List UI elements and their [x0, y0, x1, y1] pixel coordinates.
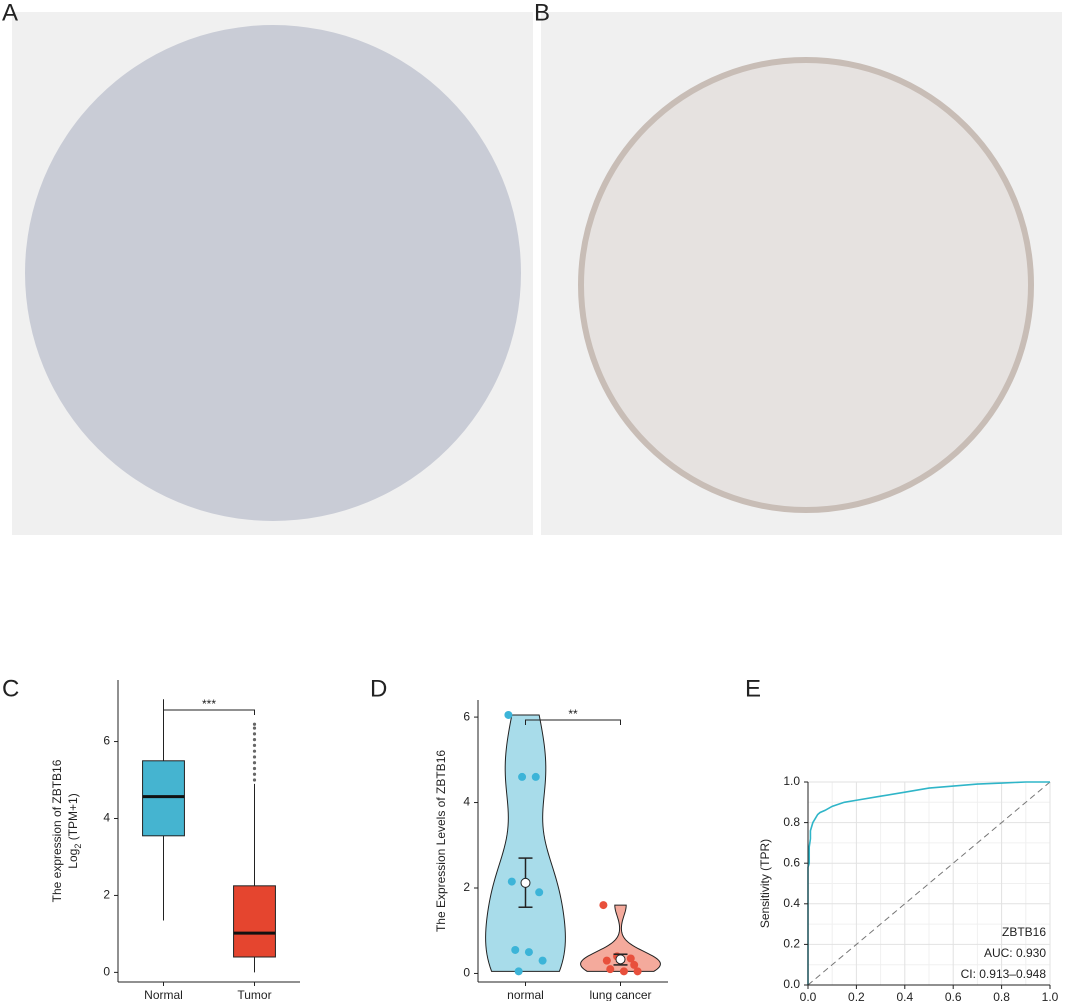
data-point [531, 772, 540, 781]
y-tick-label: 4 [463, 795, 470, 809]
y-tick-label: 0.0 [783, 977, 800, 991]
y-tick-label: 1.0 [783, 774, 800, 788]
x-tick-label: 1.0 [1042, 990, 1059, 1001]
y-axis-label: The expression of ZBTB16 [50, 759, 64, 902]
y-tick-label: 0.6 [783, 855, 800, 869]
significance-label: *** [202, 697, 216, 711]
y-tick-label: 2 [463, 880, 470, 894]
outlier [252, 743, 257, 748]
y-tick-label: 0.2 [783, 937, 800, 951]
x-tick-label: Tumor [237, 988, 271, 1001]
data-point [535, 888, 544, 897]
label-part: (TPM+1) [66, 793, 80, 843]
outlier [252, 755, 257, 759]
data-point [518, 772, 527, 781]
outlier [252, 722, 257, 726]
y-axis-label: Log2 (TPM+1) [66, 793, 83, 868]
outlier [252, 761, 257, 765]
y-tick-label: 0 [103, 965, 110, 979]
x-tick-label: 0.6 [945, 990, 962, 1001]
panel-label: D [370, 675, 387, 702]
box [142, 760, 185, 837]
outlier [252, 778, 257, 782]
annotation: AUC: 0.930 [984, 946, 1046, 960]
y-tick-label: 6 [103, 734, 110, 748]
data-point [524, 948, 533, 957]
violin [580, 904, 661, 972]
data-point [633, 967, 642, 976]
outlier [252, 738, 257, 742]
x-tick-label: normal [507, 988, 544, 1001]
x-tick-label: Normal [144, 988, 183, 1001]
significance-bracket [525, 719, 621, 725]
outlier [252, 766, 257, 771]
data-point [606, 965, 615, 974]
mean [615, 954, 626, 965]
tissue-core [578, 57, 1034, 513]
significance-label: ** [568, 707, 578, 721]
y-tick-label: 0.4 [783, 896, 800, 910]
y-axis-label: Sensitivity (TPR) [758, 839, 772, 928]
data-point [602, 956, 611, 965]
x-tick-label: 0.8 [993, 990, 1010, 1001]
data-point [504, 710, 513, 719]
significance-bracket [163, 709, 255, 715]
outlier [252, 749, 257, 753]
label-part: Log [66, 849, 80, 869]
mean [520, 877, 531, 888]
data-point [511, 945, 520, 954]
violin [485, 714, 566, 972]
box [233, 885, 276, 958]
panel-label: C [2, 675, 19, 702]
y-tick-label: 4 [103, 811, 110, 825]
annotation: CI: 0.913–0.948 [961, 967, 1047, 981]
data-point [626, 954, 635, 963]
y-tick-label: 2 [103, 888, 110, 902]
outlier [252, 772, 257, 776]
x-tick-label: lung cancer [589, 988, 651, 1001]
panel-label: A [2, 0, 18, 26]
x-tick-label: 0.0 [800, 990, 817, 1001]
data-point [599, 901, 608, 910]
data-point [538, 956, 547, 965]
outlier [252, 726, 257, 730]
x-tick-label: 0.2 [848, 990, 865, 1001]
y-tick-label: 0 [463, 966, 470, 980]
data-point [619, 967, 628, 976]
data-point [507, 877, 516, 886]
roc-curve [807, 781, 1050, 985]
outlier [252, 732, 257, 736]
y-tick-label: 6 [463, 709, 470, 723]
tissue-core [25, 25, 521, 521]
reference-line [807, 781, 1051, 986]
panel-label: E [745, 675, 761, 702]
annotation: ZBTB16 [1002, 925, 1046, 939]
panel-label: B [534, 0, 550, 26]
y-tick-label: 0.8 [783, 815, 800, 829]
y-axis-label: The Expression Levels of ZBTB16 [434, 750, 448, 932]
x-tick-label: 0.4 [896, 990, 913, 1001]
data-point [630, 960, 639, 969]
data-point [514, 967, 523, 976]
label-sub: 2 [73, 844, 83, 849]
